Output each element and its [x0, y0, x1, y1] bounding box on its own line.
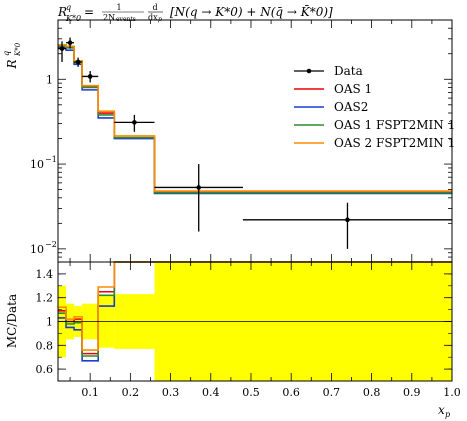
ylabel-main-sup: q: [2, 51, 11, 56]
data-point: [154, 164, 243, 232]
legend-label: OAS 1 FSPT2MIN 1: [334, 118, 455, 132]
y-tick-label-main: 1: [46, 73, 53, 86]
y-tick-label-main-exp: −2: [45, 240, 57, 249]
title-frac-num: 1: [116, 3, 121, 12]
title-d-den: dx: [148, 13, 158, 22]
x-tick-label: 0.2: [122, 386, 140, 399]
y-tick-label-ratio: 1.4: [36, 268, 54, 281]
data-point: [58, 41, 67, 62]
legend-label: OAS 1: [334, 82, 372, 96]
data-point-marker: [132, 120, 137, 125]
xlabel-sub: p: [445, 410, 450, 419]
title-lhs: R: [57, 5, 67, 19]
data-point: [114, 114, 155, 132]
data-point: [66, 37, 75, 49]
legend-label: OAS 2 FSPT2MIN 1: [334, 136, 455, 150]
y-tick-label-ratio: 0.8: [36, 339, 54, 352]
data-point: [82, 71, 99, 83]
series-line-main: [58, 43, 452, 192]
title-lhs-sup: q: [66, 3, 71, 12]
title-lhs-sub: K*0: [65, 14, 81, 23]
legend-entry: OAS2: [294, 100, 368, 114]
x-tick-label: 0.1: [81, 386, 99, 399]
y-tick-label-ratio: 1.2: [36, 292, 54, 305]
legend-entry: OAS 2 FSPT2MIN 1: [294, 136, 455, 150]
y-axis-label-ratio: MC/Data: [5, 294, 19, 348]
legend-entry: OAS 1 FSPT2MIN 1: [294, 118, 455, 132]
x-tick-label: 0.7: [323, 386, 341, 399]
title-eq: =: [84, 5, 94, 19]
x-tick-label: 0.5: [242, 386, 260, 399]
y-tick-label-main: 10: [30, 158, 44, 171]
ratio-panel: 0.6 0.8 1 1.2 1.4 0.1 0.2 0.3 0.4 0.5 0.6 0.7 0.8 0.9…: [36, 20, 461, 399]
xlabel-text: x: [438, 403, 445, 417]
y-tick-label-ratio: 1: [46, 316, 53, 329]
data-point-marker: [59, 46, 65, 51]
x-tick-label: 0.8: [363, 386, 381, 399]
y-tick-label-ratio: 0.6: [36, 363, 54, 376]
y-tick-label-main-exp: −1: [45, 155, 57, 164]
x-axis-label: x p: [438, 403, 450, 419]
legend-entry: OAS 1: [294, 82, 372, 96]
ylabel-main-text: R: [5, 59, 19, 69]
data-point-marker: [87, 74, 93, 79]
x-tick-label: 0.3: [162, 386, 180, 399]
legend-marker: [306, 68, 312, 74]
legend-label: OAS2: [334, 100, 368, 114]
data-point-marker: [67, 40, 73, 45]
data-point-marker: [196, 185, 202, 190]
x-tick-label: 0.6: [282, 386, 300, 399]
data-point: [74, 57, 83, 67]
x-tick-label: 0.9: [403, 386, 421, 399]
ylabel-main-sub: K*0: [14, 42, 22, 57]
data-point-marker: [345, 217, 350, 223]
legend: Data OAS 1 OAS2 OAS 1 FSPT2MIN 1 OAS 2 FSPT2…: [294, 64, 455, 150]
title-d-num: d: [152, 3, 157, 12]
x-tick-label: 0.4: [202, 386, 220, 399]
data-point: [242, 202, 452, 249]
y-tick-label-main: 10: [30, 243, 44, 256]
title-frac-den: 2N: [103, 13, 115, 22]
title-bracket: [N(q → K*0) + N(q̄ → K̄*0)]: [170, 4, 333, 19]
y-axis-label-main: R q K*0: [2, 42, 22, 69]
x-tick-label: 1.0: [443, 386, 461, 399]
legend-entry-data: Data: [294, 64, 363, 78]
legend-label: Data: [334, 64, 363, 78]
data-point-marker: [75, 59, 81, 65]
